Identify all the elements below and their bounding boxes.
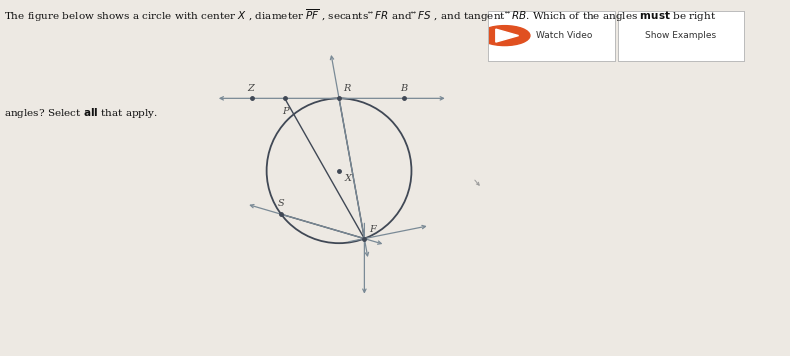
Text: Show Examples: Show Examples [645,31,717,40]
Text: R: R [344,84,351,93]
Text: P: P [282,107,288,116]
Text: angles? Select $\mathbf{all}$ that apply.: angles? Select $\mathbf{all}$ that apply… [4,106,158,120]
Text: X: X [344,174,352,183]
Text: Watch Video: Watch Video [536,31,592,40]
Text: S: S [278,199,284,208]
Text: F: F [370,225,376,234]
Circle shape [480,26,530,46]
Text: Z: Z [247,84,254,93]
Polygon shape [496,29,518,42]
Text: B: B [401,84,408,93]
Text: The figure below shows a circle with center $X$ , diameter $\overline{PF}$ , sec: The figure below shows a circle with cen… [4,7,717,24]
